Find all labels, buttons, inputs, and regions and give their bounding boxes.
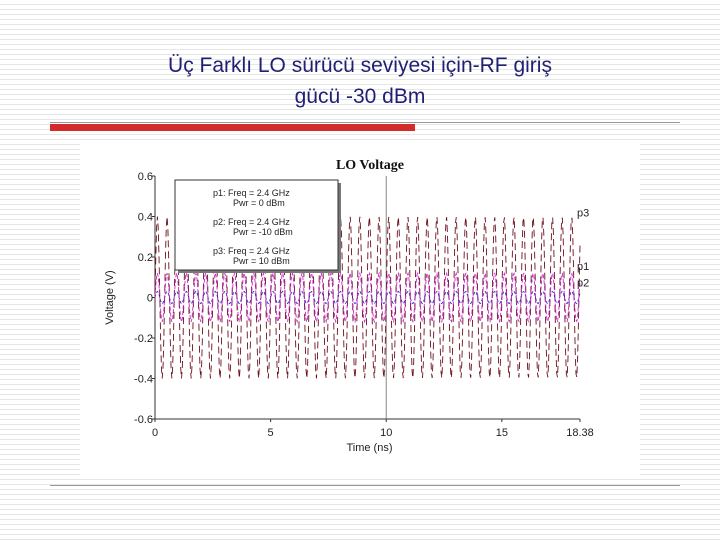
x-tick-label: 10 [380,427,392,439]
series-end-label-p2: p2 [577,277,589,289]
x-tick-label: 18.38 [566,427,594,439]
slide-title-line1: Üç Farklı LO sürücü seviyesi için-RF gir… [168,54,552,77]
legend-entry-p1-freq: p1: Freq = 2.4 GHz [213,188,290,198]
series-line-p2 [154,290,581,305]
x-tick-label: 0 [152,427,158,439]
y-tick-label: -0.4 [134,374,153,386]
series-end-label-p1: p1 [577,261,589,273]
legend-box [174,179,339,271]
y-tick-label: 0.6 [138,171,153,183]
legend-entry-p2-freq: p2: Freq = 2.4 GHz [213,217,290,227]
y-tick-label: -0.2 [134,333,153,345]
legend-entry-p3-freq: p3: Freq = 2.4 GHz [213,246,290,256]
title-accent-bar [50,124,415,131]
y-tick-label: 0 [147,293,153,305]
series-end-label-p3: p3 [577,207,589,219]
bottom-rule [50,485,680,486]
series-line-p1 [154,271,581,324]
chart-title: LO Voltage [336,158,404,173]
y-axis-label: Voltage (V) [104,270,116,324]
y-tick-label: 0.4 [138,212,153,224]
chart-figure: LO Voltage 0.6 0.4 0.2 0 -0.2 -0.4 -0.6 0 5 10 15 18… [80,140,640,475]
x-axis-label: Time (ns) [346,442,392,454]
legend-entry-p2-pwr: Pwr = -10 dBm [233,227,293,237]
slide-title-line2: gücü -30 dBm [294,85,426,108]
y-tick-label: 0.2 [138,252,153,264]
x-tick-label: 15 [496,427,508,439]
y-tick-label: -0.6 [134,414,153,426]
x-tick-label: 5 [268,427,274,439]
legend-entry-p1-pwr: Pwr = 0 dBm [233,198,285,208]
legend-entry-p3-pwr: Pwr = 10 dBm [233,256,290,266]
slide-title: Üç Farklı LO sürücü seviyesi için-RF gir… [40,50,680,112]
top-rule [50,122,680,123]
